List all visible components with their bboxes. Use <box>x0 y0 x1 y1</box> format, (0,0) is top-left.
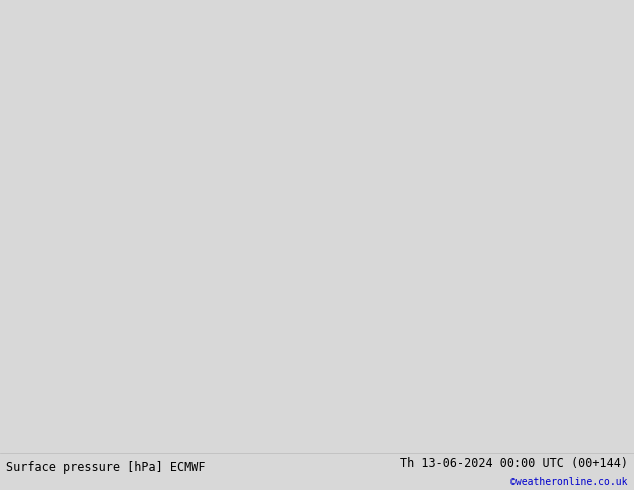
Text: Th 13-06-2024 00:00 UTC (00+144): Th 13-06-2024 00:00 UTC (00+144) <box>399 457 628 470</box>
Text: ©weatheronline.co.uk: ©weatheronline.co.uk <box>510 477 628 487</box>
Text: Surface pressure [hPa] ECMWF: Surface pressure [hPa] ECMWF <box>6 461 206 474</box>
